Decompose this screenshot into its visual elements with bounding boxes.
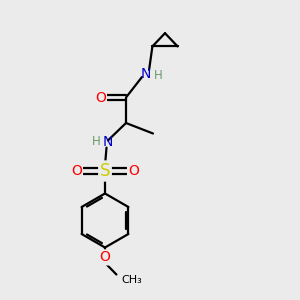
Text: O: O (71, 164, 82, 178)
Text: O: O (95, 91, 106, 104)
Text: CH₃: CH₃ (122, 275, 142, 285)
Text: O: O (128, 164, 139, 178)
Text: N: N (103, 135, 113, 148)
Text: H: H (154, 69, 163, 82)
Text: O: O (100, 250, 110, 264)
Text: N: N (140, 67, 151, 80)
Text: H: H (92, 135, 100, 148)
Text: S: S (100, 162, 110, 180)
